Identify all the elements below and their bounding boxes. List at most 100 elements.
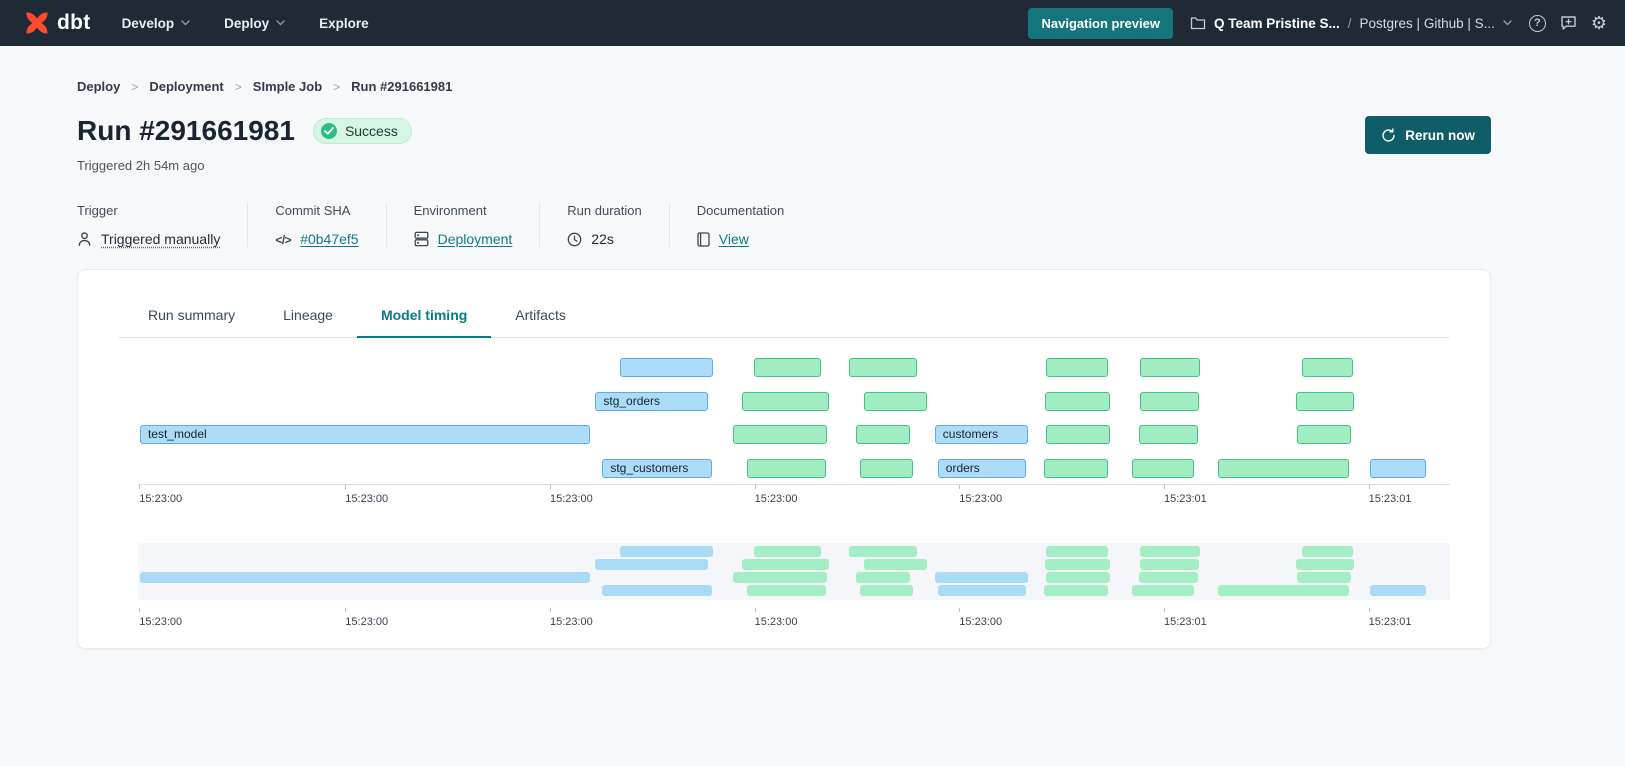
help-icon[interactable]: ? <box>1528 14 1546 32</box>
gantt-bar-customers[interactable]: customers <box>934 425 1028 444</box>
meta-value-text[interactable]: #0b47ef5 <box>300 231 359 247</box>
axis-tick-mark <box>1368 485 1370 489</box>
meta-value-text[interactable]: Deployment <box>437 231 513 247</box>
tab-lineage[interactable]: Lineage <box>283 307 333 323</box>
code-icon: </> <box>275 231 291 247</box>
minimap-bar <box>937 585 1026 596</box>
axis-tick-label: 15:23:00 <box>959 493 1003 505</box>
nav-menu-develop[interactable]: Develop <box>105 0 208 46</box>
chevron-down-icon <box>181 20 190 26</box>
nav-menu-label: Deploy <box>224 15 270 31</box>
minimap-bar <box>1044 559 1111 570</box>
minimap-bar <box>855 572 910 583</box>
minimap-bar <box>139 572 591 583</box>
minimap-axis-tick-label: 15:23:01 <box>1368 616 1412 628</box>
meta-value: Deployment <box>414 231 513 247</box>
gantt-bar[interactable] <box>1297 425 1352 444</box>
gantt-bar[interactable] <box>1043 459 1108 478</box>
feedback-icon[interactable] <box>1560 15 1577 31</box>
breadcrumb-separator: > <box>234 79 242 94</box>
nav-menu-label: Explore <box>319 15 369 31</box>
gantt-bar[interactable] <box>863 392 927 411</box>
gantt-bar[interactable] <box>754 358 821 377</box>
gantt-bar[interactable] <box>1138 425 1199 444</box>
meta-col-documentation: Documentation View <box>668 203 811 247</box>
minimap-bar <box>1218 585 1350 596</box>
tab-artifacts[interactable]: Artifacts <box>515 307 566 323</box>
tab-run-summary[interactable]: Run summary <box>148 307 236 323</box>
breadcrumb-separator: > <box>333 79 341 94</box>
gantt-bar-orders[interactable]: orders <box>937 459 1026 478</box>
minimap-bar <box>1138 572 1199 583</box>
gantt-bar[interactable] <box>855 425 910 444</box>
minimap-bar <box>1297 572 1352 583</box>
meta-value-text[interactable]: View <box>718 231 749 247</box>
meta-value-text: Triggered manually <box>101 231 221 247</box>
project-name: Postgres | Github | S... <box>1359 15 1495 31</box>
breadcrumb-item-deploy[interactable]: Deploy <box>77 79 121 94</box>
minimap-bar <box>602 585 713 596</box>
rerun-now-button[interactable]: Rerun now <box>1365 116 1491 154</box>
minimap-bar <box>848 546 917 557</box>
gantt-bar[interactable] <box>1302 358 1354 377</box>
minimap-bar <box>859 585 913 596</box>
gantt-minimap[interactable] <box>138 543 1450 600</box>
nav-menu-explore[interactable]: Explore <box>302 0 386 46</box>
axis-tick-label: 15:23:00 <box>754 493 798 505</box>
triggered-ago-text: Triggered 2h 54m ago <box>77 158 205 173</box>
meta-value: View <box>697 231 784 247</box>
gantt-bar[interactable] <box>1296 392 1355 411</box>
gantt-bar-stg-customers[interactable]: stg_customers <box>602 459 713 478</box>
navigation-preview-button[interactable]: Navigation preview <box>1028 7 1173 39</box>
gantt-bar[interactable] <box>1139 392 1200 411</box>
gantt-bar[interactable] <box>859 459 913 478</box>
gantt-bar[interactable] <box>733 425 827 444</box>
minimap-axis-tick-mark <box>549 608 551 612</box>
breadcrumb-item-deployment[interactable]: Deployment <box>149 79 224 94</box>
minimap-bar <box>754 546 821 557</box>
meta-label: Trigger <box>77 203 118 218</box>
meta-value: 22s <box>567 231 641 247</box>
database-icon <box>414 231 429 247</box>
gantt-bar[interactable] <box>742 392 829 411</box>
account-separator: / <box>1347 15 1352 31</box>
gantt-bar[interactable] <box>1044 392 1111 411</box>
minimap-axis-tick-mark <box>754 608 756 612</box>
minimap-bar <box>1045 572 1110 583</box>
gantt-bar[interactable] <box>620 358 714 377</box>
meta-label: Environment <box>413 203 487 218</box>
gantt-bar-test-model[interactable]: test_model <box>139 425 591 444</box>
status-badge-label: Success <box>344 123 398 139</box>
gantt-bar[interactable] <box>1132 459 1195 478</box>
gantt-bar[interactable] <box>1218 459 1350 478</box>
dbt-logo-text: dbt <box>57 11 91 34</box>
breadcrumb-item-run-291661981: Run #291661981 <box>351 79 453 94</box>
minimap-bar <box>1139 559 1200 570</box>
axis-tick-label: 15:23:01 <box>1163 493 1207 505</box>
minimap-time-axis: 15:23:00 15:23:00 15:23:00 15:23:00 15:23:00… <box>138 608 1450 632</box>
project-switcher[interactable]: Q Team Pristine S... / Postgres | Github… <box>1190 16 1512 31</box>
meta-value: </> #0b47ef5 <box>275 231 358 247</box>
minimap-bar <box>934 572 1028 583</box>
breadcrumb-item-simple-job[interactable]: SImple Job <box>252 79 323 94</box>
gantt-bar-stg-orders[interactable]: stg_orders <box>595 392 709 411</box>
dbt-logo[interactable]: dbt <box>18 10 105 36</box>
page-title: Run #291661981 <box>77 115 295 146</box>
gantt-bar[interactable] <box>848 358 917 377</box>
tab-model-timing[interactable]: Model timing <box>356 307 492 338</box>
gantt-bar[interactable] <box>747 459 826 478</box>
gantt-bar[interactable] <box>1139 358 1201 377</box>
gantt-bar[interactable] <box>1045 425 1110 444</box>
gear-icon[interactable]: ⚙ <box>1590 13 1607 33</box>
check-circle-icon <box>320 123 337 139</box>
nav-menu-deploy[interactable]: Deploy <box>207 0 302 46</box>
meta-value-text: 22s <box>591 231 614 247</box>
refresh-icon <box>1381 127 1396 143</box>
axis-tick-mark <box>345 485 347 489</box>
minimap-axis-tick-mark <box>1163 608 1165 612</box>
gantt-bar[interactable] <box>1370 459 1426 478</box>
model-timing-gantt: stg_orders test_model customers stg_custome… <box>138 346 1450 485</box>
gantt-bar[interactable] <box>1045 358 1108 377</box>
axis-tick-label: 15:23:00 <box>549 493 593 505</box>
minimap-bar <box>863 559 927 570</box>
